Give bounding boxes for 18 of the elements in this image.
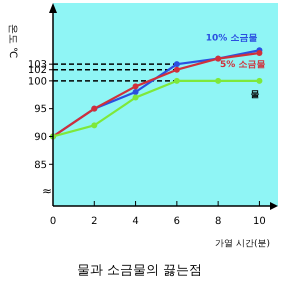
y-tick-label: 90 xyxy=(34,132,47,143)
series-label: 5% 소금물 xyxy=(220,60,266,70)
x-tick-label: 10 xyxy=(253,216,266,227)
text: 물과 소금물의 끓는점 xyxy=(76,263,202,278)
x-tick-label: 8 xyxy=(214,216,222,227)
y-tick-label: 100 xyxy=(28,76,47,88)
y-axis-title: 온도 ℃ xyxy=(7,24,18,58)
x-tick-label: 2 xyxy=(91,216,98,227)
y-tick-label: 95 xyxy=(34,104,47,116)
x-tick-label: 4 xyxy=(132,216,139,227)
text: ≈ xyxy=(42,184,52,198)
x-tick-label: 0 xyxy=(50,216,56,227)
series-label: 10% 소금물 xyxy=(206,33,258,44)
x-axis-title: 가열 시간(분) xyxy=(215,239,270,249)
y-tick-label: 102 xyxy=(28,65,47,76)
x-tick-label: 6 xyxy=(174,216,180,227)
y-tick-label: 85 xyxy=(34,160,47,171)
series-label: 물 xyxy=(250,90,260,100)
